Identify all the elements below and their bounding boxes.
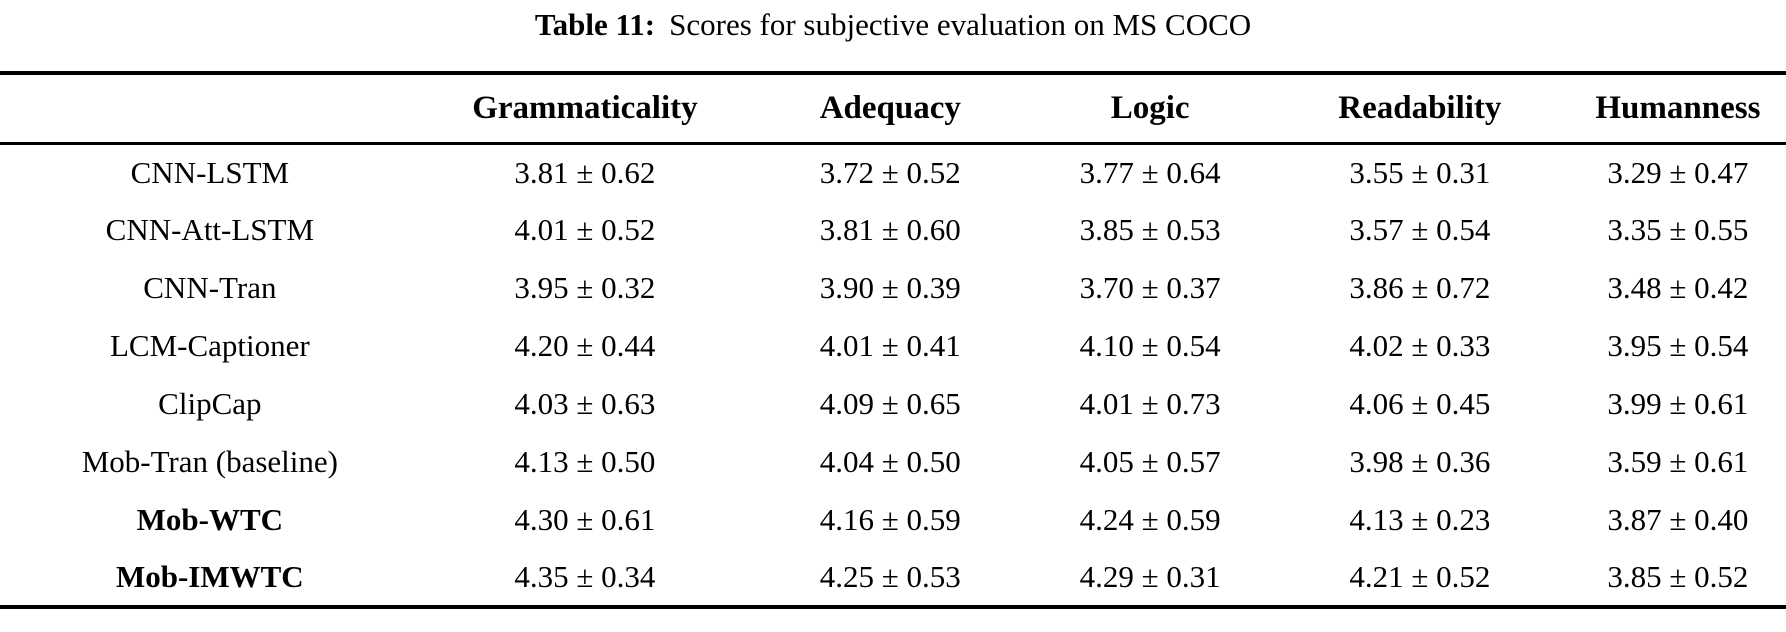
cell-humanness-score: 3.95 ± 0.54 [1607,328,1749,363]
cell-grammaticality-score: 4.03 ± 0.63 [514,386,656,421]
table-body: CNN-LSTM 3.81 ± 0.62 3.72 ± 0.52 3.77 ± 0.6… [0,143,1786,607]
column-header-grammaticality: Grammaticality [472,89,698,126]
row-label-model: Mob-WTC [136,502,284,537]
cell-logic-score: 3.85 ± 0.53 [1079,212,1221,247]
cell-humanness-score: 3.87 ± 0.40 [1607,502,1749,537]
row-label-model: Mob-Tran (baseline) [81,444,338,479]
cell-logic-score: 4.10 ± 0.54 [1079,328,1221,363]
cell-humanness-score: 3.85 ± 0.52 [1607,559,1749,594]
cell-grammaticality-score: 3.81 ± 0.62 [514,154,656,190]
column-header-readability: Readability [1338,89,1502,126]
cell-readability-score: 4.02 ± 0.33 [1349,328,1491,363]
cell-adequacy-score: 4.25 ± 0.53 [819,559,961,594]
row-label-model: ClipCap [158,386,262,421]
cell-grammaticality-score: 3.95 ± 0.32 [514,270,656,305]
cell-adequacy-score: 3.90 ± 0.39 [819,270,961,305]
cell-readability-score: 4.21 ± 0.52 [1349,559,1491,594]
cell-readability-score: 4.06 ± 0.45 [1349,386,1491,421]
column-header-adequacy: Adequacy [819,89,961,126]
table-caption: Table 11: Scores for subjective evaluatio… [0,0,1786,46]
table-row-mob-tran-baseline: Mob-Tran (baseline) 4.13 ± 0.50 4.04 ± 0.5… [0,433,1786,491]
cell-adequacy-score: 4.01 ± 0.41 [819,328,961,363]
cell-humanness-score: 3.59 ± 0.61 [1607,444,1749,479]
evaluation-table: Grammaticality Adequacy Logic Readability Hu… [0,71,1786,609]
cell-readability-score: 4.13 ± 0.23 [1349,502,1491,537]
cell-humanness-score: 3.35 ± 0.55 [1607,212,1749,247]
row-label-model: CNN-Tran [143,270,277,305]
cell-logic-score: 3.70 ± 0.37 [1079,270,1221,305]
cell-adequacy-score: 3.72 ± 0.52 [819,154,961,190]
row-label-model: CNN-LSTM [130,154,290,190]
column-header-empty [0,73,420,143]
cell-adequacy-score: 4.16 ± 0.59 [819,502,961,537]
cell-grammaticality-score: 4.35 ± 0.34 [514,559,656,594]
table-caption-number: Table 11: [534,7,656,42]
cell-adequacy-score: 4.09 ± 0.65 [819,386,961,421]
cell-adequacy-score: 3.81 ± 0.60 [819,212,961,247]
row-label-model: CNN-Att-LSTM [105,212,315,247]
cell-grammaticality-score: 4.01 ± 0.52 [514,212,656,247]
table-row-mob-imwtc: Mob-IMWTC 4.35 ± 0.34 4.25 ± 0.53 4.29 ± 0.… [0,549,1786,607]
table-row-cnn-tran: CNN-Tran 3.95 ± 0.32 3.90 ± 0.39 3.70 ± 0.3… [0,259,1786,317]
row-label-model: LCM-Captioner [109,328,310,363]
table-row-mob-wtc: Mob-WTC 4.30 ± 0.61 4.16 ± 0.59 4.24 ± 0.59… [0,491,1786,549]
cell-logic-score: 4.29 ± 0.31 [1079,559,1221,594]
cell-logic-score: 3.77 ± 0.64 [1079,154,1221,190]
table-row-lcm-captioner: LCM-Captioner 4.20 ± 0.44 4.01 ± 0.41 4.10 … [0,317,1786,375]
column-header-logic: Logic [1110,89,1190,126]
row-label-model: Mob-IMWTC [115,559,304,594]
cell-grammaticality-score: 4.20 ± 0.44 [514,328,656,363]
cell-humanness-score: 3.29 ± 0.47 [1607,154,1749,190]
table-row-cnn-att-lstm: CNN-Att-LSTM 4.01 ± 0.52 3.81 ± 0.60 3.85 ±… [0,201,1786,259]
cell-logic-score: 4.24 ± 0.59 [1079,502,1221,537]
header-row: Grammaticality Adequacy Logic Readability Hu… [0,73,1786,143]
cell-logic-score: 4.05 ± 0.57 [1079,444,1221,479]
column-header-humanness: Humanness [1595,89,1761,126]
table-row-cnn-lstm: CNN-LSTM 3.81 ± 0.62 3.72 ± 0.52 3.77 ± 0.6… [0,143,1786,201]
cell-grammaticality-score: 4.13 ± 0.50 [514,444,656,479]
table-header: Grammaticality Adequacy Logic Readability Hu… [0,73,1786,143]
cell-grammaticality-score: 4.30 ± 0.61 [514,502,656,537]
cell-readability-score: 3.98 ± 0.36 [1349,444,1491,479]
table-row-clipcap: ClipCap 4.03 ± 0.63 4.09 ± 0.65 4.01 ± 0.73… [0,375,1786,433]
cell-humanness-score: 3.99 ± 0.61 [1607,386,1749,421]
cell-logic-score: 4.01 ± 0.73 [1079,386,1221,421]
cell-readability-score: 3.57 ± 0.54 [1349,212,1491,247]
cell-readability-score: 3.86 ± 0.72 [1349,270,1491,305]
cell-humanness-score: 3.48 ± 0.42 [1607,270,1749,305]
table-caption-text: Scores for subjective evaluation on MS C… [669,7,1252,42]
cell-readability-score: 3.55 ± 0.31 [1349,154,1491,190]
cell-adequacy-score: 4.04 ± 0.50 [819,444,961,479]
